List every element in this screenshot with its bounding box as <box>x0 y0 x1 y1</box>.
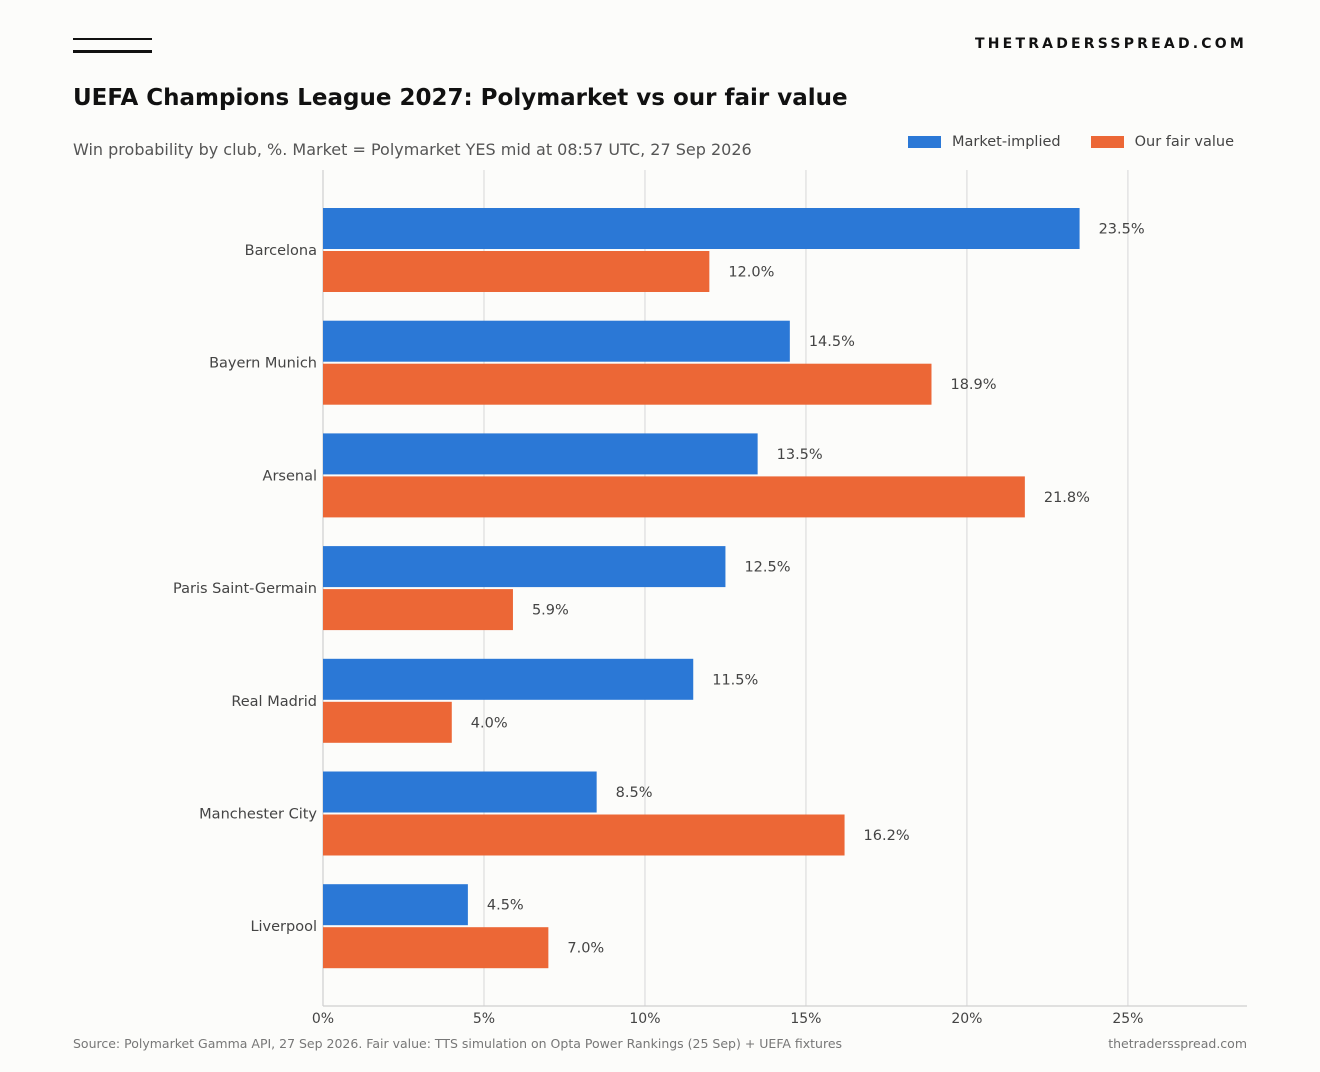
source-note: Source: Polymarket Gamma API, 27 Sep 202… <box>73 1036 843 1051</box>
bar-fair-barcelona <box>323 251 710 292</box>
value-label-fair-arsenal: 21.8% <box>1044 490 1090 506</box>
logo-line-top <box>73 38 152 40</box>
bar-fair-real-madrid <box>323 701 452 743</box>
value-label-market-liverpool: 4.5% <box>487 898 524 914</box>
legend-swatch-fair <box>1090 136 1124 148</box>
legend-item-fair: Our fair value <box>1090 134 1234 150</box>
value-label-market-bayern-munich: 14.5% <box>809 334 855 350</box>
category-label-arsenal: Arsenal <box>263 468 317 484</box>
value-label-fair-liverpool: 7.0% <box>567 941 604 957</box>
category-label-barcelona: Barcelona <box>245 243 317 259</box>
category-label-real-madrid: Real Madrid <box>231 694 317 710</box>
bar-market-arsenal <box>323 433 758 475</box>
chart-subtitle: Win probability by club, %. Market = Pol… <box>73 140 752 159</box>
value-label-market-arsenal: 13.5% <box>777 447 823 463</box>
bar-fair-bayern-munich <box>323 363 932 405</box>
chart-title: UEFA Champions League 2027: Polymarket v… <box>73 85 848 111</box>
bar-fair-manchester-city <box>323 814 845 856</box>
x-tick-label-10: 10% <box>629 1011 660 1027</box>
value-label-market-paris-saint-germain: 12.5% <box>744 560 790 576</box>
value-label-market-manchester-city: 8.5% <box>616 785 653 801</box>
bar-market-liverpool <box>323 884 468 926</box>
value-label-fair-manchester-city: 16.2% <box>864 828 910 844</box>
bar-market-barcelona <box>323 208 1080 249</box>
legend-item-market: Market-implied <box>908 134 1061 150</box>
chart-legend: Market-implied Our fair value <box>878 134 1234 150</box>
value-label-market-barcelona: 23.5% <box>1099 222 1145 238</box>
bar-market-real-madrid <box>323 658 694 700</box>
x-tick-label-0: 0% <box>312 1011 334 1027</box>
bar-market-paris-saint-germain <box>323 546 726 588</box>
value-label-fair-bayern-munich: 18.9% <box>950 377 996 393</box>
value-label-fair-paris-saint-germain: 5.9% <box>532 603 569 619</box>
bar-fair-liverpool <box>323 927 549 969</box>
bar-fair-arsenal <box>323 476 1025 518</box>
footer-site-link[interactable]: thetradersspread.com <box>1108 1036 1247 1051</box>
x-tick-label-20: 20% <box>951 1011 982 1027</box>
category-label-bayern-munich: Bayern Munich <box>209 356 317 372</box>
brand-wordmark[interactable]: THETRADERSSPREAD.COM <box>975 36 1247 52</box>
value-label-fair-real-madrid: 4.0% <box>471 715 508 731</box>
x-tick-label-25: 25% <box>1112 1011 1143 1027</box>
category-label-liverpool: Liverpool <box>250 919 317 935</box>
bar-fair-paris-saint-germain <box>323 589 513 631</box>
value-label-fair-barcelona: 12.0% <box>728 265 774 281</box>
legend-swatch-market <box>908 136 941 148</box>
bar-market-manchester-city <box>323 771 597 813</box>
value-label-market-real-madrid: 11.5% <box>712 672 758 688</box>
category-label-manchester-city: Manchester City <box>199 807 317 823</box>
brand-logo-lines <box>73 38 153 54</box>
bar-market-bayern-munich <box>323 320 790 362</box>
x-tick-label-15: 15% <box>790 1011 821 1027</box>
x-tick-label-5: 5% <box>473 1011 495 1027</box>
legend-label-fair: Our fair value <box>1134 134 1234 150</box>
category-label-paris-saint-germain: Paris Saint-Germain <box>173 581 317 597</box>
legend-label-market: Market-implied <box>952 134 1061 150</box>
logo-line-bottom <box>73 50 152 53</box>
